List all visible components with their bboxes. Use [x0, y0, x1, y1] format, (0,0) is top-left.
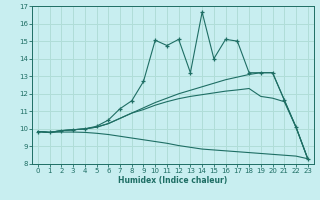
X-axis label: Humidex (Indice chaleur): Humidex (Indice chaleur) — [118, 176, 228, 185]
